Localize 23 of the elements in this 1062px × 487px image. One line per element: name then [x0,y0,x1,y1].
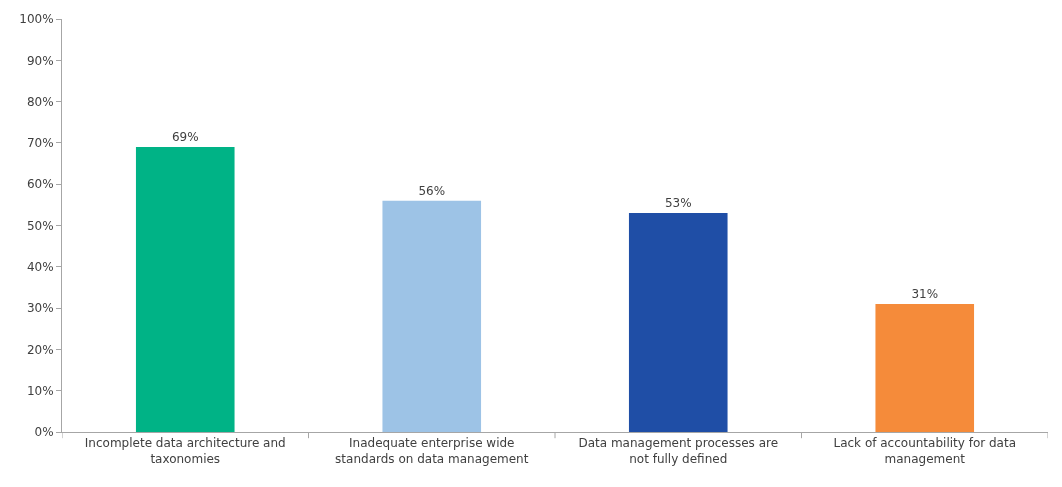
x-tick-label: Incomplete data architecture and taxonomies [84,436,286,466]
data-label: 69% [171,130,199,145]
data-label: 31% [911,286,939,301]
bar [875,303,975,432]
bar [135,147,235,432]
x-tick-label: Lack of accountability for data management [833,436,1017,466]
y-tick-label: 40% [26,260,54,274]
data-label: 56% [418,183,446,198]
y-tick-label: 60% [26,177,54,192]
x-tick-label: Inadequate enterprise wide standards on data management [335,436,529,466]
y-tick-label: 0% [34,425,54,440]
data-label: 53% [664,196,692,211]
bar [628,213,728,432]
y-tick-label: 70% [26,136,54,151]
y-tick-label: 100% [19,12,54,27]
y-tick-label: 10% [26,383,54,398]
y-tick-label: 20% [26,342,54,357]
y-tick-label: 50% [26,218,54,233]
y-tick-label: 80% [26,94,54,109]
y-tick-label: 30% [26,301,54,316]
bar [382,200,482,432]
y-tick-label: 90% [26,53,54,68]
x-tick-label: Data management processes are not fully defined [578,436,779,466]
